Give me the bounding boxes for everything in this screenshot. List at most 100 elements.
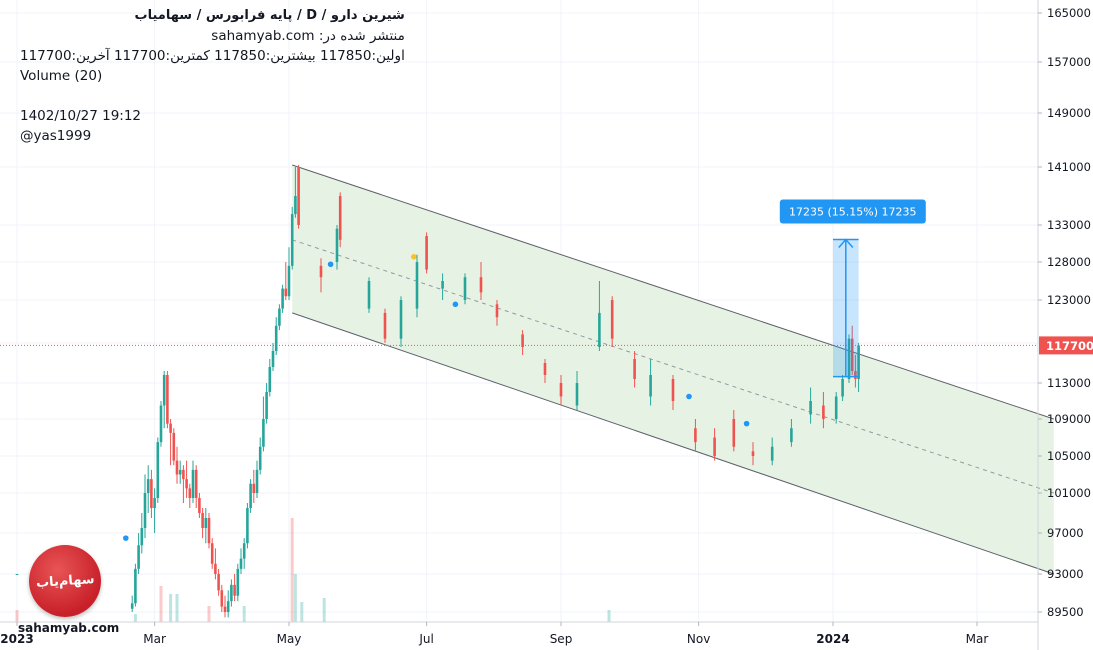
candle-body[interactable] [281,288,284,309]
candle-body[interactable] [150,479,153,508]
candle-body[interactable] [850,338,854,371]
candle-body[interactable] [230,584,233,602]
candle-body[interactable] [143,493,147,528]
candle-body[interactable] [834,396,838,420]
candle-body[interactable] [290,214,294,266]
signal-marker[interactable] [743,420,750,427]
candle-body[interactable] [383,312,387,339]
candle-body[interactable] [770,446,774,461]
candle-body[interactable] [790,428,793,443]
candle-body[interactable] [441,281,444,289]
candle-body[interactable] [140,528,144,546]
candle-body[interactable] [146,479,150,493]
candle-body[interactable] [233,584,236,596]
candle-body[interactable] [210,543,214,564]
candle-body[interactable] [479,277,483,293]
candle-body[interactable] [367,281,371,309]
candle-body[interactable] [252,483,256,493]
candle-body[interactable] [198,498,201,513]
candle-body[interactable] [284,288,288,297]
candle-body[interactable] [713,437,716,457]
candle-body[interactable] [274,325,278,351]
candle-body[interactable] [399,300,403,339]
candle-body[interactable] [857,345,860,379]
candle-body[interactable] [239,558,243,569]
signal-marker[interactable] [327,261,334,268]
candle-body[interactable] [271,351,275,367]
candle-body[interactable] [194,469,198,498]
candle-body[interactable] [262,419,265,447]
candle-body[interactable] [191,469,195,498]
candle-body[interactable] [134,568,137,604]
candle-body[interactable] [495,304,499,318]
candle-body[interactable] [255,469,259,493]
candle-body[interactable] [214,563,217,574]
candle-body[interactable] [463,277,467,300]
candle-body[interactable] [847,338,851,379]
candle-body[interactable] [649,375,652,397]
timestamp: 1402/10/27 19:12 [20,108,142,124]
signal-marker[interactable] [452,301,459,308]
candle-body[interactable] [223,606,227,612]
candle-body[interactable] [182,469,185,480]
candle-body[interactable] [425,236,428,270]
candle-body[interactable] [338,196,342,240]
candle-body[interactable] [156,442,160,498]
candle-body[interactable] [297,167,300,225]
candle-body[interactable] [521,334,524,347]
candle-body[interactable] [335,228,339,262]
candle-body[interactable] [130,603,134,609]
candle-body[interactable] [162,375,166,406]
signal-marker[interactable] [686,393,692,400]
candle-body[interactable] [294,196,297,215]
candle-body[interactable] [226,601,230,612]
candle-body[interactable] [268,367,272,392]
candle-body[interactable] [236,568,240,596]
candle-body[interactable] [633,359,636,379]
candle-body[interactable] [178,469,182,475]
candle-body[interactable] [153,498,156,508]
candle-body[interactable] [207,518,211,544]
candle-body[interactable] [575,383,579,406]
candle-body[interactable] [319,265,323,278]
candle-body[interactable] [598,312,601,347]
candle-body[interactable] [188,488,192,498]
signal-marker[interactable] [123,535,129,541]
candle-body[interactable] [841,379,844,397]
signal-marker[interactable] [411,254,417,260]
candle-body[interactable] [137,545,140,569]
candle-body[interactable] [166,375,169,424]
channel-lower-line[interactable] [292,312,1054,575]
candle-body[interactable] [809,401,812,415]
candle-body[interactable] [732,419,736,447]
channel-upper-line[interactable] [292,164,1054,420]
candle-body[interactable] [201,513,204,528]
candle-body[interactable] [278,308,281,326]
candle-body[interactable] [246,508,249,544]
candle-body[interactable] [185,479,188,489]
candle-body[interactable] [217,574,220,591]
candle-body[interactable] [559,383,563,397]
candle-body[interactable] [415,262,419,309]
candle-body[interactable] [175,460,179,475]
candle-body[interactable] [204,518,208,528]
candle-body[interactable] [694,428,697,443]
candle-body[interactable] [751,451,755,456]
candle-body[interactable] [258,446,262,470]
candle-body[interactable] [287,265,291,297]
candle-body[interactable] [242,543,246,559]
candle-body[interactable] [265,392,268,419]
candle-body[interactable] [249,483,252,508]
candle-body[interactable] [220,590,224,607]
candle-body[interactable] [15,574,19,575]
time-tick-label: Sep [550,632,573,646]
candle-body[interactable] [610,300,614,339]
candle-body[interactable] [172,432,176,461]
candle-body[interactable] [159,405,163,443]
candle-body[interactable] [169,423,172,433]
candle-body[interactable] [822,405,825,420]
candle-body[interactable] [543,363,547,375]
candle-body[interactable] [671,379,675,401]
candle-body[interactable] [854,371,857,379]
